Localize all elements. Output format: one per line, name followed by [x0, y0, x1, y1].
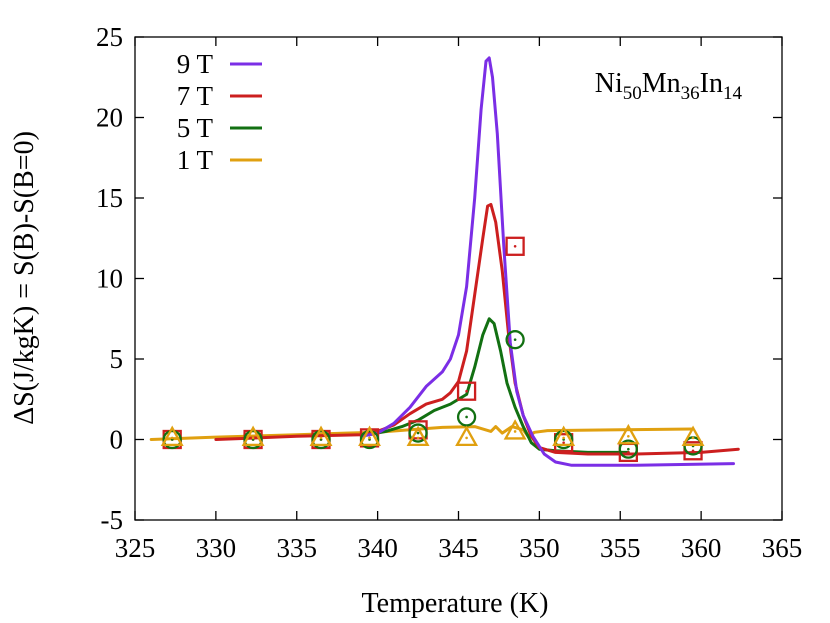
marker-square — [505, 236, 525, 256]
marker-center-dot — [513, 430, 517, 433]
annotation-subscript: 50 — [623, 83, 642, 104]
x-tick-label: 340 — [357, 533, 398, 563]
marker-circle — [618, 439, 638, 459]
y-tick-label: 25 — [96, 22, 123, 52]
marker-center-dot — [627, 447, 630, 451]
y-tick-label: 20 — [96, 103, 123, 133]
y-axis-label: ΔS(J/kgK) = S(B)-S(B=0) — [9, 131, 40, 425]
marker-circle — [553, 429, 574, 450]
marker-center-dot — [251, 436, 255, 440]
annotation-text: Ni — [595, 68, 623, 99]
marker-square — [456, 381, 477, 401]
marker-center-dot — [562, 441, 565, 445]
y-tick-label: 10 — [96, 264, 123, 294]
annotation-subscript: 36 — [681, 83, 700, 104]
marker-triangle — [160, 425, 184, 447]
marker-center-dot — [627, 434, 630, 438]
marker-triangle — [616, 423, 640, 445]
marker-center-dot — [170, 436, 174, 440]
marker-center-dot — [416, 431, 420, 435]
marker-circle — [505, 330, 525, 350]
annotation-text: Mn — [642, 68, 681, 99]
marker-triangle — [241, 425, 265, 447]
series-line-5t — [368, 317, 630, 454]
series-curves — [149, 56, 740, 467]
compound-annotation: Ni50Mn36In14 — [595, 68, 743, 104]
marker-center-dot — [368, 436, 371, 440]
marker-triangle — [309, 425, 333, 447]
marker-center-dot — [691, 449, 695, 453]
x-axis-label: Temperature (K) — [362, 588, 549, 619]
marker-triangle — [681, 425, 705, 447]
marker-circle — [243, 429, 263, 450]
marker-triangle — [358, 425, 381, 447]
marker-circle — [359, 429, 380, 450]
y-tick-label: 0 — [110, 425, 124, 455]
marker-center-dot — [627, 451, 630, 454]
legend: 9 T7 T5 T1 T — [177, 49, 262, 175]
x-tick-label: 330 — [196, 533, 237, 563]
marker-circle — [456, 407, 477, 427]
marker-center-dot — [513, 338, 517, 341]
marker-center-dot — [465, 415, 468, 419]
y-tick-label: 5 — [110, 344, 124, 374]
x-tick-label: 365 — [762, 533, 803, 563]
marker-circle — [408, 423, 428, 443]
y-tick-label: -5 — [101, 505, 124, 535]
gridless-plot-area: 325 330 335 340 345 350 355 360 365 -5 0 5 10 15 20 25… — [96, 22, 802, 563]
marker-center-dot — [319, 436, 323, 440]
marker-center-dot — [416, 436, 420, 440]
x-tick-label: 335 — [277, 533, 318, 563]
marker-circle — [162, 429, 182, 450]
y-axis-ticks: -5 0 5 10 15 20 25 — [96, 22, 782, 535]
x-tick-label: 355 — [600, 533, 641, 563]
marker-center-dot — [465, 389, 468, 393]
series-line-9t — [359, 56, 735, 467]
legend-label: 1 T — [177, 145, 214, 175]
marker-circle — [311, 429, 331, 450]
marker-triangle — [455, 425, 479, 447]
annotation-text: In — [700, 68, 723, 99]
marker-triangle — [552, 425, 576, 447]
x-tick-label: 360 — [681, 533, 722, 563]
series-markers — [160, 236, 705, 463]
marker-center-dot — [691, 436, 695, 440]
x-tick-label: 325 — [115, 533, 156, 563]
legend-label: 7 T — [177, 81, 214, 111]
legend-label: 5 T — [177, 113, 214, 143]
y-tick-label: 15 — [96, 183, 123, 213]
marker-center-dot — [562, 436, 565, 440]
marker-triangle — [406, 425, 430, 447]
x-axis-ticks: 325 330 335 340 345 350 355 360 365 — [115, 37, 803, 563]
x-tick-label: 345 — [438, 533, 479, 563]
marker-square — [683, 441, 703, 461]
marker-center-dot — [465, 436, 468, 440]
legend-label: 9 T — [177, 49, 214, 79]
series-line-1t — [149, 425, 695, 441]
annotation-subscript: 14 — [723, 83, 743, 104]
series-line-7t — [214, 202, 740, 456]
marker-triangle — [503, 419, 527, 440]
marker-center-dot — [513, 245, 517, 248]
x-tick-label: 350 — [519, 533, 560, 563]
